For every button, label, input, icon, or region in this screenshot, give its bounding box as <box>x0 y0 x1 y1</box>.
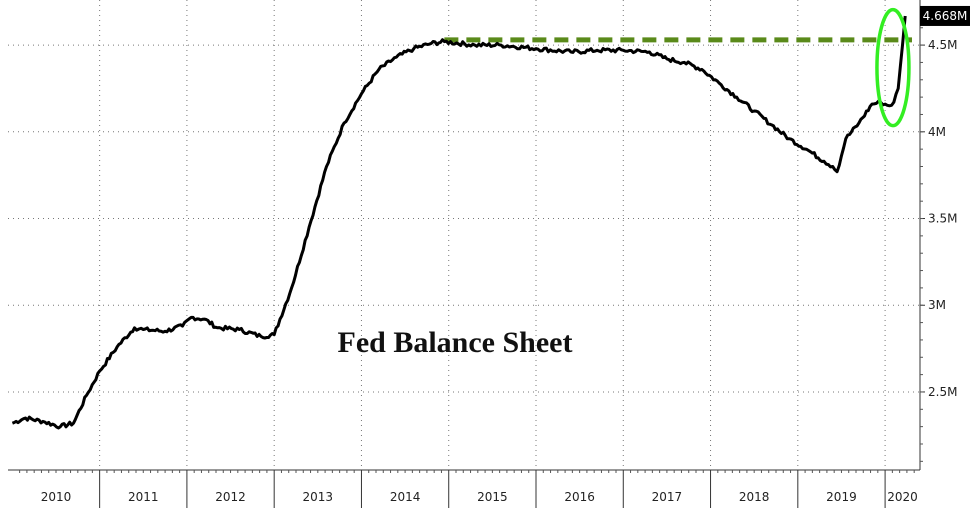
x-tick-label: 2011 <box>128 490 159 504</box>
last-value-label: 4.668M <box>923 9 968 23</box>
x-tick-label: 2014 <box>390 490 421 504</box>
x-tick-label: 2013 <box>303 490 334 504</box>
x-tick-label: 2016 <box>564 490 595 504</box>
x-tick-label: 2019 <box>826 490 857 504</box>
last-value-box <box>920 5 970 26</box>
x-tick-label: 2012 <box>215 490 246 504</box>
y-axis-ticks: 2.5M 3M 3.5M 4M 4.5M <box>920 9 957 462</box>
highlight-ellipse <box>875 7 911 128</box>
y-tick-label: 4.5M <box>928 38 957 52</box>
x-tick-label: 2020 <box>887 490 918 504</box>
x-tick-label: 2015 <box>477 490 508 504</box>
y-tick-label: 3.5M <box>928 212 957 226</box>
last-value-marker: 4.668M <box>920 5 970 26</box>
x-tick-label: 2017 <box>652 490 683 504</box>
y-tick-label: 4M <box>928 125 946 139</box>
x-axis-ticks: 2010 2011 2012 2013 2014 2015 2016 2017 2018 2019… <box>19 470 918 508</box>
chart-title: Fed Balance Sheet <box>338 326 573 359</box>
y-tick-label: 2.5M <box>928 385 957 399</box>
x-tick-label: 2018 <box>739 490 770 504</box>
series-line-fed-balance-sheet <box>11 15 907 430</box>
y-tick-label: 3M <box>928 298 946 312</box>
vertical-gridlines <box>99 0 886 470</box>
x-tick-label: 2010 <box>41 490 72 504</box>
